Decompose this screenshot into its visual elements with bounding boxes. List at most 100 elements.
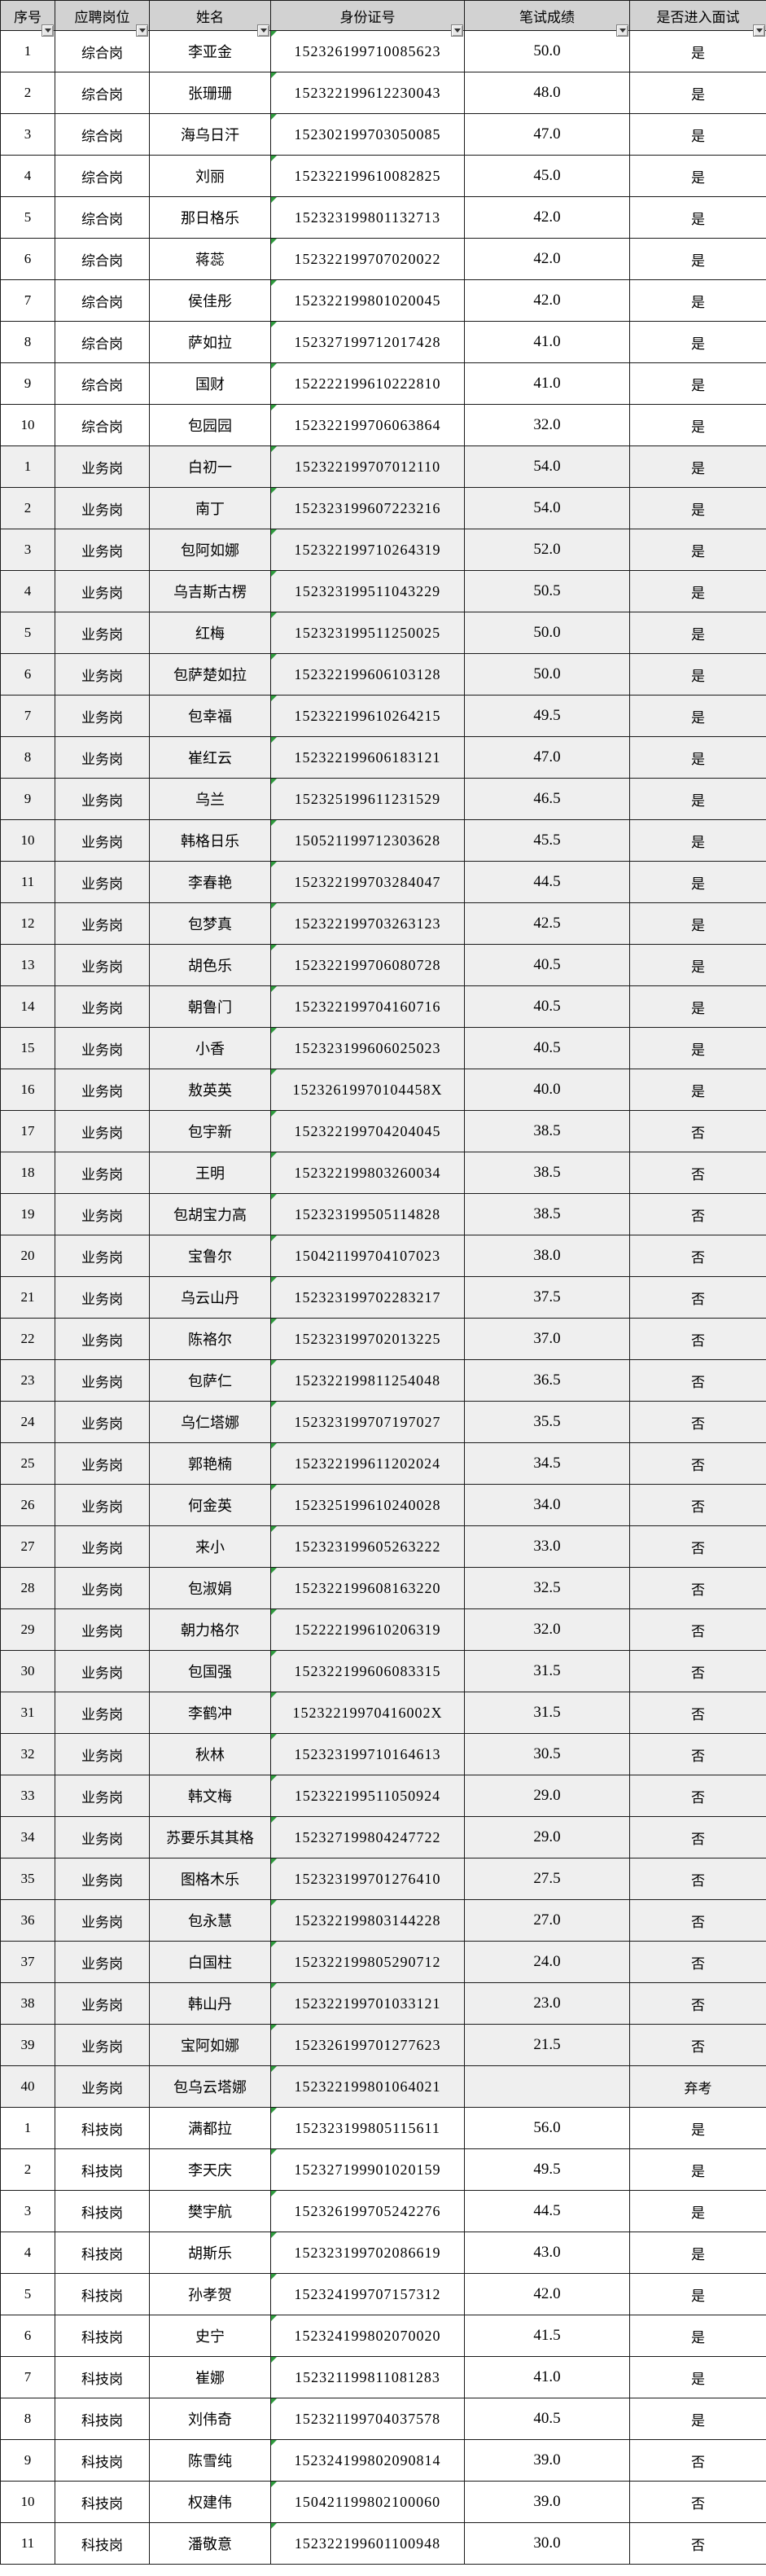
cell-position[interactable]: 综合岗 [55, 155, 150, 197]
cell-position[interactable]: 业务岗 [55, 695, 150, 737]
cell-id-number[interactable]: 152326199701277623 [270, 2024, 465, 2066]
cell-interview[interactable]: 否 [629, 1692, 766, 1734]
cell-id-number[interactable]: 152324199802070020 [270, 2315, 465, 2357]
cell-id-number[interactable]: 152322199601100948 [270, 2522, 465, 2565]
cell-position[interactable]: 业务岗 [55, 1276, 150, 1319]
cell-interview[interactable]: 是 [629, 155, 766, 197]
column-header-id-number[interactable]: 身份证号 [270, 0, 465, 37]
cell-position[interactable]: 综合岗 [55, 113, 150, 156]
cell-no[interactable]: 39 [0, 2024, 55, 2066]
cell-interview[interactable]: 是 [629, 30, 766, 72]
cell-id-number[interactable]: 150421199704107023 [270, 1235, 465, 1277]
cell-position[interactable]: 综合岗 [55, 30, 150, 72]
cell-name[interactable]: 侯佳彤 [149, 279, 271, 322]
cell-name[interactable]: 苏要乐其其格 [149, 1816, 271, 1858]
cell-interview[interactable]: 是 [629, 72, 766, 114]
cell-no[interactable]: 7 [0, 279, 55, 322]
cell-no[interactable]: 14 [0, 985, 55, 1028]
cell-no[interactable]: 5 [0, 196, 55, 239]
cell-name[interactable]: 红梅 [149, 612, 271, 654]
cell-name[interactable]: 包阿如娜 [149, 529, 271, 571]
cell-interview[interactable]: 是 [629, 612, 766, 654]
cell-name[interactable]: 朝鲁门 [149, 985, 271, 1028]
cell-no[interactable]: 17 [0, 1110, 55, 1152]
cell-name[interactable]: 包宇新 [149, 1110, 271, 1152]
cell-id-number[interactable]: 152323199511250025 [270, 612, 465, 654]
cell-interview[interactable]: 否 [629, 1276, 766, 1319]
cell-position[interactable]: 业务岗 [55, 570, 150, 612]
cell-name[interactable]: 包淑娟 [149, 1567, 271, 1609]
cell-score[interactable]: 39.0 [464, 2481, 630, 2523]
cell-score[interactable]: 34.0 [464, 1484, 630, 1526]
cell-no[interactable]: 8 [0, 736, 55, 779]
cell-interview[interactable]: 否 [629, 1318, 766, 1360]
cell-no[interactable]: 37 [0, 1941, 55, 1983]
cell-score[interactable]: 42.0 [464, 238, 630, 280]
cell-no[interactable]: 3 [0, 529, 55, 571]
cell-score[interactable]: 29.0 [464, 1816, 630, 1858]
cell-interview[interactable]: 是 [629, 2315, 766, 2357]
cell-interview[interactable]: 否 [629, 1193, 766, 1235]
cell-name[interactable]: 李鹤冲 [149, 1692, 271, 1734]
cell-id-number[interactable]: 152322199701033121 [270, 1982, 465, 2025]
cell-position[interactable]: 业务岗 [55, 1027, 150, 1069]
cell-position[interactable]: 科技岗 [55, 2356, 150, 2398]
cell-name[interactable]: 胡斯乐 [149, 2232, 271, 2274]
cell-no[interactable]: 2 [0, 487, 55, 529]
cell-score[interactable]: 33.0 [464, 1525, 630, 1568]
cell-interview[interactable]: 是 [629, 2107, 766, 2149]
cell-id-number[interactable]: 152322199511050924 [270, 1775, 465, 1817]
cell-position[interactable]: 科技岗 [55, 2190, 150, 2232]
cell-score[interactable]: 40.5 [464, 985, 630, 1028]
cell-score[interactable]: 44.5 [464, 2190, 630, 2232]
cell-id-number[interactable]: 152323199605263222 [270, 1525, 465, 1568]
cell-interview[interactable]: 是 [629, 736, 766, 779]
cell-position[interactable]: 业务岗 [55, 1858, 150, 1900]
cell-score[interactable]: 24.0 [464, 1941, 630, 1983]
cell-name[interactable]: 乌仁塔娜 [149, 1401, 271, 1443]
cell-no[interactable]: 32 [0, 1733, 55, 1775]
cell-interview[interactable]: 否 [629, 1899, 766, 1942]
cell-position[interactable]: 业务岗 [55, 1733, 150, 1775]
cell-id-number[interactable]: 152322199610082825 [270, 155, 465, 197]
cell-name[interactable]: 国财 [149, 362, 271, 405]
cell-name[interactable]: 韩文梅 [149, 1775, 271, 1817]
cell-name[interactable]: 权建伟 [149, 2481, 271, 2523]
cell-interview[interactable]: 是 [629, 2398, 766, 2440]
cell-position[interactable]: 业务岗 [55, 778, 150, 820]
cell-no[interactable]: 8 [0, 2398, 55, 2440]
cell-id-number[interactable]: 152324199707157312 [270, 2273, 465, 2315]
cell-interview[interactable]: 否 [629, 1858, 766, 1900]
cell-score[interactable]: 27.5 [464, 1858, 630, 1900]
cell-no[interactable]: 35 [0, 1858, 55, 1900]
cell-interview[interactable]: 是 [629, 985, 766, 1028]
cell-score[interactable]: 42.5 [464, 902, 630, 945]
cell-no[interactable]: 33 [0, 1775, 55, 1817]
cell-interview[interactable]: 否 [629, 1816, 766, 1858]
cell-position[interactable]: 业务岗 [55, 1193, 150, 1235]
cell-score[interactable]: 41.0 [464, 321, 630, 363]
cell-id-number[interactable]: 152323199607223216 [270, 487, 465, 529]
cell-score[interactable]: 27.0 [464, 1899, 630, 1942]
cell-score[interactable]: 37.0 [464, 1318, 630, 1360]
cell-no[interactable]: 1 [0, 445, 55, 488]
filter-button-position[interactable] [136, 24, 148, 37]
cell-position[interactable]: 业务岗 [55, 819, 150, 862]
cell-interview[interactable]: 是 [629, 778, 766, 820]
cell-name[interactable]: 那日格乐 [149, 196, 271, 239]
cell-no[interactable]: 15 [0, 1027, 55, 1069]
cell-position[interactable]: 业务岗 [55, 1110, 150, 1152]
cell-no[interactable]: 11 [0, 861, 55, 903]
cell-name[interactable]: 李亚金 [149, 30, 271, 72]
cell-id-number[interactable]: 152323199707197027 [270, 1401, 465, 1443]
cell-position[interactable]: 综合岗 [55, 321, 150, 363]
cell-position[interactable]: 业务岗 [55, 1484, 150, 1526]
cell-position[interactable]: 业务岗 [55, 1318, 150, 1360]
cell-interview[interactable]: 是 [629, 487, 766, 529]
cell-score[interactable]: 40.5 [464, 2398, 630, 2440]
cell-position[interactable]: 综合岗 [55, 279, 150, 322]
cell-name[interactable]: 来小 [149, 1525, 271, 1568]
cell-interview[interactable]: 是 [629, 695, 766, 737]
cell-score[interactable]: 46.5 [464, 778, 630, 820]
cell-position[interactable]: 综合岗 [55, 72, 150, 114]
